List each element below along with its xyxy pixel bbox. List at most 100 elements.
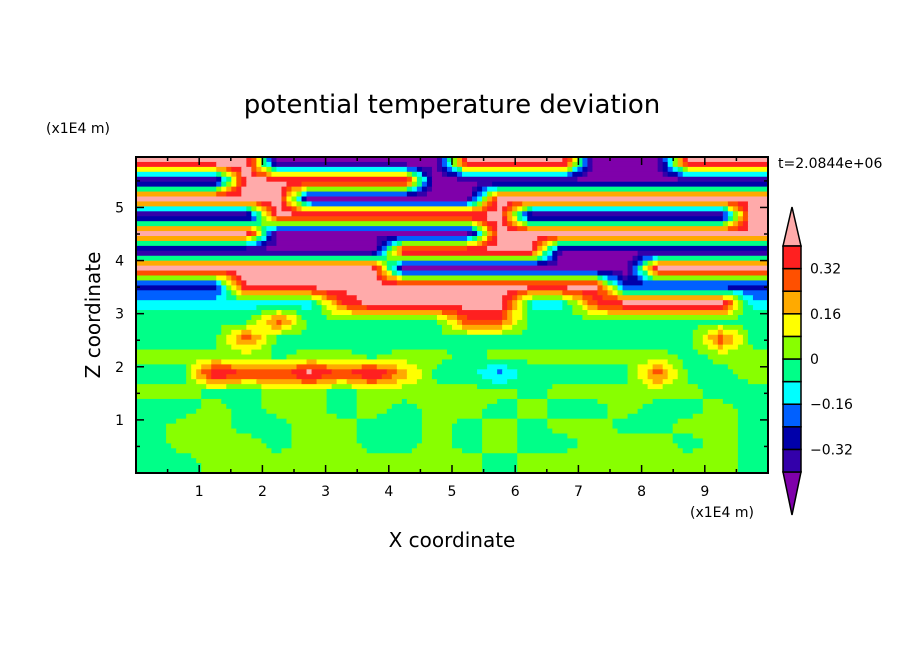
heatmap-cell (732, 300, 739, 306)
heatmap-cell (497, 191, 769, 198)
heatmap-cell (341, 300, 363, 306)
heatmap-cell (472, 196, 478, 203)
heatmap-cell (136, 438, 167, 444)
heatmap-cell (642, 379, 654, 385)
heatmap-cell (296, 206, 303, 212)
heatmap-cell (401, 265, 629, 272)
heatmap-cell (446, 166, 453, 173)
heatmap-cell (291, 206, 298, 212)
heatmap-cell (547, 245, 553, 252)
heatmap-cell (562, 300, 568, 306)
heatmap-cell (291, 201, 298, 207)
heatmap-cell (557, 260, 629, 267)
heatmap-cell (477, 201, 483, 207)
heatmap-cell (482, 201, 488, 207)
heatmap-cell (271, 344, 694, 351)
heatmap-cell (737, 468, 769, 474)
heatmap-cell (742, 290, 769, 296)
heatmap-cell (231, 186, 237, 193)
heatmap-cell (226, 280, 232, 286)
heatmap-cell (682, 171, 769, 178)
heatmap-cell (136, 265, 373, 272)
heatmap-cell (737, 221, 744, 227)
heatmap-cell (572, 157, 578, 163)
heatmap-cell (527, 290, 563, 296)
heatmap-cell (747, 201, 769, 207)
heatmap-cell (241, 186, 283, 193)
heatmap-cell (457, 176, 578, 183)
heatmap-cell (672, 428, 739, 435)
heatmap-cell (251, 236, 257, 242)
heatmap-cell (512, 324, 528, 331)
heatmap-cell (166, 438, 262, 444)
heatmap-cell (722, 305, 729, 311)
heatmap-cell (672, 433, 694, 440)
heatmap-cell (727, 349, 769, 356)
heatmap-cell (396, 240, 403, 247)
heatmap-cell (206, 384, 227, 390)
heatmap-cell (396, 379, 418, 385)
heatmap-cell (677, 176, 769, 183)
heatmap-cell (662, 161, 669, 168)
heatmap-cell (632, 265, 639, 272)
heatmap-cell (416, 186, 423, 193)
heatmap-cell (572, 171, 584, 178)
heatmap-cell (311, 290, 328, 296)
heatmap-cell (602, 280, 609, 286)
heatmap-cell (727, 364, 769, 370)
heatmap-cell (707, 354, 769, 361)
heatmap-cell (482, 191, 488, 198)
heatmap-cell (326, 290, 348, 296)
heatmap-cell (742, 324, 769, 331)
heatmap-cell (557, 236, 769, 242)
heatmap-cell (722, 221, 729, 227)
heatmap-cell (306, 324, 443, 331)
heatmap-cell (547, 250, 553, 257)
heatmap-cell (291, 443, 363, 449)
heatmap-cell (702, 389, 769, 395)
heatmap-cell (652, 398, 704, 405)
heatmap-cell (747, 221, 769, 227)
y-tick-label: 4 (115, 254, 124, 270)
heatmap-cell (487, 354, 679, 361)
heatmap-cell (421, 428, 453, 435)
heatmap-cell (707, 334, 719, 341)
heatmap-cell (627, 265, 634, 272)
heatmap-cell (687, 157, 769, 163)
colorbar-box (782, 448, 802, 473)
heatmap-cell (487, 191, 493, 198)
heatmap-cell (692, 334, 704, 341)
heatmap-cell (742, 339, 749, 346)
heatmap-cell (326, 364, 363, 370)
heatmap-cell (717, 329, 724, 336)
heatmap-cell (652, 265, 659, 272)
heatmap-cell (482, 374, 518, 380)
heatmap-cell (597, 305, 624, 311)
heatmap-cell (216, 166, 227, 173)
heatmap-cell (356, 423, 423, 430)
heatmap-cell (552, 384, 649, 390)
heatmap-cell (251, 166, 257, 173)
heatmap-cell (226, 374, 298, 380)
heatmap-cell (281, 206, 293, 212)
heatmap-cell (301, 196, 308, 203)
heatmap-cell (296, 319, 308, 326)
heatmap-cell (502, 319, 513, 326)
heatmap-cell (482, 443, 518, 449)
heatmap-cell (702, 438, 739, 444)
heatmap-cell (682, 166, 689, 173)
heatmap-cell (176, 418, 232, 425)
heatmap-cell (517, 206, 523, 212)
heatmap-cell (381, 270, 388, 277)
heatmap-cell (727, 226, 739, 232)
heatmap-cell (747, 226, 769, 232)
colorbar-label: −0.32 (810, 442, 853, 458)
heatmap-cell (196, 369, 202, 375)
heatmap-cell (607, 310, 729, 316)
heatmap-cell (306, 186, 408, 193)
heatmap-cell (186, 369, 192, 375)
heatmap-cell (602, 295, 619, 301)
heatmap-cell (572, 305, 584, 311)
heatmap-cell (517, 443, 578, 449)
